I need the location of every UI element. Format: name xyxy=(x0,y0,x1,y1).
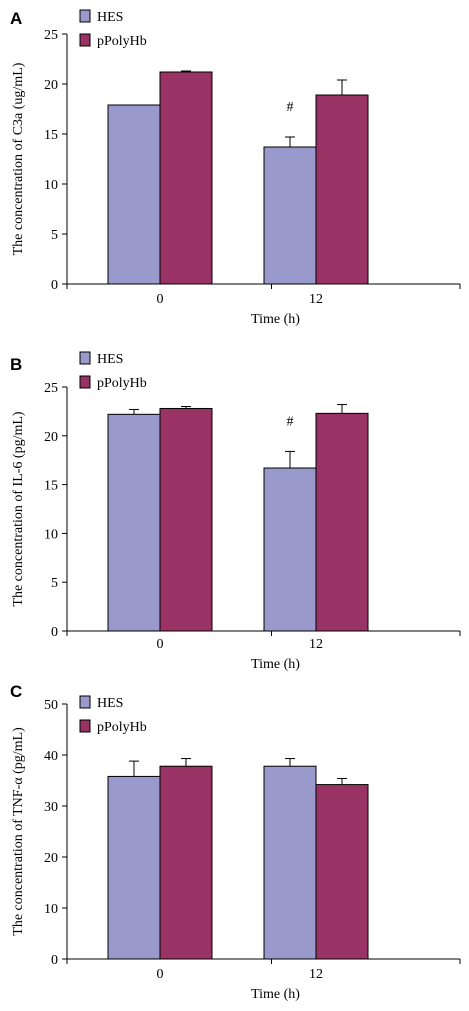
bar-hes-0 xyxy=(107,104,161,285)
bar-ppolyhb-12 xyxy=(315,412,369,632)
chart-panel-c: C 0 10 20 30 40 50 0 12 Time (h) The concentration… xyxy=(10,682,461,1002)
y-tick-label: 10 xyxy=(44,902,58,917)
panel-label: C xyxy=(10,682,22,701)
y-axis-title: The concentration of IL-6 (pg/mL) xyxy=(11,411,26,606)
x-tick-label: 12 xyxy=(309,967,323,982)
bar-ppolyhb-0 xyxy=(159,407,213,632)
legend-swatch-ppolyhb xyxy=(79,375,91,389)
y-tick-label: 25 xyxy=(44,28,58,43)
bar-ppolyhb-0 xyxy=(159,71,213,285)
y-tick-label: 5 xyxy=(51,228,58,243)
legend-label-ppolyhb: pPolyHb xyxy=(97,720,147,735)
y-axis-title: The concentration of C3a (ug/mL) xyxy=(11,62,26,255)
significance-mark: # xyxy=(287,414,294,429)
legend-label-hes: HES xyxy=(97,10,123,25)
legend-swatch-hes xyxy=(79,351,91,365)
bar-hes-12 xyxy=(263,146,317,285)
y-tick-label: 10 xyxy=(44,527,58,542)
bar-hes-12 xyxy=(263,765,317,960)
chart-panel-a: A #0 5 10 15 20 25 0 12 Time (h) The concentration… xyxy=(10,9,461,327)
legend-label-ppolyhb: pPolyHb xyxy=(97,376,147,391)
panel-label: A xyxy=(10,9,22,28)
y-tick-label: 10 xyxy=(44,178,58,193)
legend-label-hes: HES xyxy=(97,696,123,711)
x-tick-label: 12 xyxy=(309,637,323,652)
y-tick-label: 15 xyxy=(44,479,58,494)
y-tick-label: 20 xyxy=(44,430,58,445)
legend-swatch-hes xyxy=(79,695,91,709)
bar-ppolyhb-12 xyxy=(315,94,369,285)
legend-swatch-hes xyxy=(79,9,91,23)
bar-ppolyhb-12 xyxy=(315,784,369,960)
significance-mark: # xyxy=(287,100,294,115)
y-tick-label: 5 xyxy=(51,576,58,591)
y-tick-label: 25 xyxy=(44,381,58,396)
bar-hes-0 xyxy=(107,775,161,960)
y-tick-label: 20 xyxy=(44,78,58,93)
bar-ppolyhb-0 xyxy=(159,765,213,960)
y-tick-label: 0 xyxy=(51,953,58,968)
y-tick-label: 40 xyxy=(44,749,58,764)
x-tick-label: 0 xyxy=(157,292,164,307)
chart-panel-b: B #0 5 10 15 20 25 0 12 Time (h) The concentration… xyxy=(10,351,461,672)
legend-swatch-ppolyhb xyxy=(79,33,91,47)
x-tick-label: 12 xyxy=(309,292,323,307)
panel-label: B xyxy=(10,355,22,374)
x-tick-label: 0 xyxy=(157,637,164,652)
y-tick-label: 0 xyxy=(51,278,58,293)
x-axis-title: Time (h) xyxy=(251,312,300,327)
x-tick-label: 0 xyxy=(157,967,164,982)
y-tick-label: 15 xyxy=(44,128,58,143)
y-axis-title: The concentration of TNF-α (pg/mL) xyxy=(11,727,26,936)
legend-label-ppolyhb: pPolyHb xyxy=(97,34,147,49)
y-tick-label: 30 xyxy=(44,800,58,815)
y-tick-label: 50 xyxy=(44,698,58,713)
y-tick-label: 0 xyxy=(51,625,58,640)
y-tick-label: 20 xyxy=(44,851,58,866)
x-axis-title: Time (h) xyxy=(251,657,300,672)
legend-label-hes: HES xyxy=(97,352,123,367)
bar-hes-0 xyxy=(107,413,161,632)
bar-hes-12 xyxy=(263,467,317,632)
x-axis-title: Time (h) xyxy=(251,987,300,1002)
legend-swatch-ppolyhb xyxy=(79,719,91,733)
